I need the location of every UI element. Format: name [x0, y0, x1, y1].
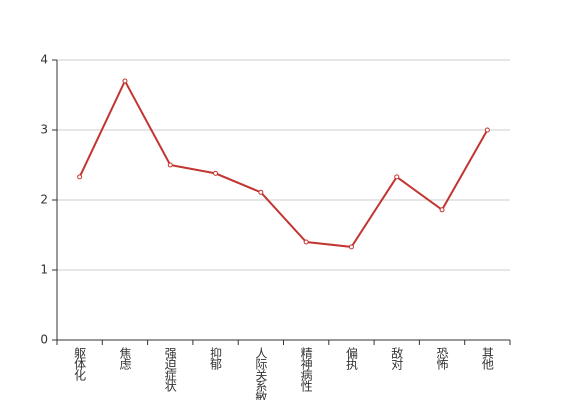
- point: [484, 127, 490, 133]
- point: [77, 174, 83, 180]
- y-tick-label: 4: [40, 53, 48, 67]
- x-tick-label: 强迫症状: [163, 347, 177, 392]
- x-tick-label: 人际关系敏感: [254, 347, 268, 400]
- x-tick-label: 抑郁: [209, 346, 223, 371]
- x-tick-label: 其他: [480, 347, 494, 370]
- x-tick-label: 恐怖: [435, 347, 449, 370]
- point: [348, 244, 354, 250]
- x-tick-label: 敌对: [390, 346, 404, 370]
- y-tick-label: 1: [40, 263, 48, 277]
- x-tick-label: 躯体化: [73, 346, 87, 382]
- line: [78, 78, 489, 248]
- point: [303, 239, 309, 245]
- y-tick-label: 0: [40, 333, 48, 347]
- x-tick-label: 精神病性: [299, 347, 313, 393]
- point: [439, 207, 445, 213]
- x-tick-label: 焦虑: [118, 347, 132, 370]
- point: [394, 174, 400, 180]
- y-tick-label: 2: [40, 193, 48, 207]
- point: [167, 162, 173, 168]
- point: [258, 189, 264, 195]
- point: [213, 170, 219, 176]
- x-tick-label: 偏执: [344, 346, 358, 371]
- point: [122, 78, 128, 84]
- y-tick-label: 3: [40, 123, 48, 137]
